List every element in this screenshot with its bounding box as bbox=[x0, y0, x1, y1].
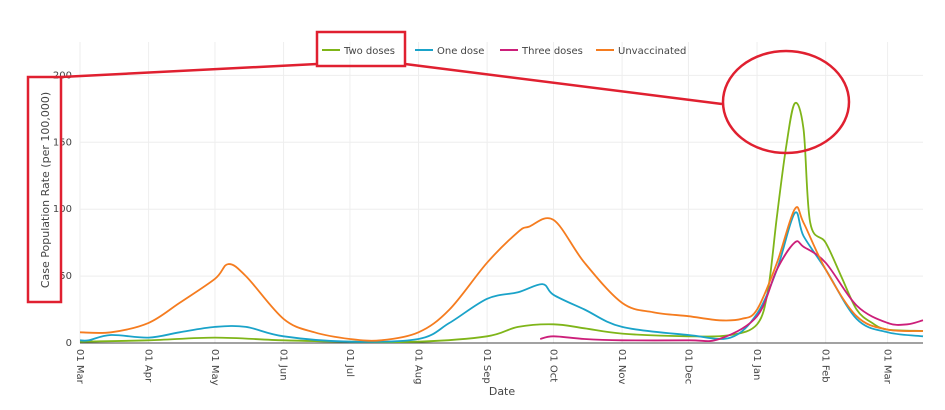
x-tick-label: 01 Oct bbox=[547, 349, 558, 382]
legend-label: Unvaccinated bbox=[618, 46, 686, 57]
x-tick-label: 01 Dec bbox=[682, 349, 693, 384]
x-tick-label: 01 Jan bbox=[751, 349, 762, 380]
annotations bbox=[26, 30, 851, 304]
y-tick-label: 50 bbox=[59, 271, 72, 282]
x-tick-label: 01 May bbox=[209, 349, 220, 386]
y-tick-label: 0 bbox=[66, 338, 72, 349]
y-tick-label: 100 bbox=[53, 204, 72, 215]
series-line-three-doses bbox=[539, 240, 924, 343]
x-tick-labels: 01 Mar 01 Apr 01 May 01 Jun 01 Jul 01 Aug 01 S… bbox=[74, 349, 893, 386]
annotation-connector-top bbox=[60, 62, 318, 79]
legend-item-two-doses[interactable]: Two doses bbox=[322, 46, 395, 57]
series-lines bbox=[79, 101, 924, 344]
x-tick-label: 01 Feb bbox=[820, 349, 831, 383]
x-tick-label: 01 Jun bbox=[278, 349, 289, 381]
y-axis-title: Case Population Rate (per 100,000) bbox=[39, 92, 52, 288]
legend-label: Two doses bbox=[343, 46, 395, 57]
x-tick-label: 01 Apr bbox=[143, 349, 154, 383]
grid bbox=[79, 42, 923, 343]
x-tick-label: 01 Sep bbox=[481, 349, 492, 384]
legend-item-unvaccinated[interactable]: Unvaccinated bbox=[596, 46, 686, 57]
annotation-box-y-axis-title bbox=[26, 75, 63, 304]
x-tick-label: 01 Jul bbox=[344, 349, 355, 377]
series-line-one-dose bbox=[79, 211, 924, 343]
annotation-box-legend bbox=[315, 30, 407, 68]
x-tick-label: 01 Nov bbox=[616, 349, 627, 385]
legend-label: Three doses bbox=[521, 46, 583, 57]
legend-item-one-dose[interactable]: One dose bbox=[415, 46, 484, 57]
x-tick-label: 01 Mar bbox=[74, 349, 85, 385]
x-tick-label: 01 Mar bbox=[882, 349, 893, 385]
legend-label: One dose bbox=[437, 46, 484, 57]
legend-item-three-doses[interactable]: Three doses bbox=[500, 46, 583, 57]
series-line-two-doses bbox=[79, 101, 924, 344]
annotation-connector-to-peak bbox=[404, 62, 723, 106]
annotation-circle-peak bbox=[721, 49, 851, 155]
x-tick-label: 01 Aug bbox=[413, 349, 424, 384]
series-line-unvaccinated bbox=[79, 206, 924, 342]
legend: Two doses One dose Three doses Unvaccina… bbox=[322, 46, 686, 57]
x-axis-title: Date bbox=[489, 385, 516, 398]
y-tick-label: 150 bbox=[53, 137, 72, 148]
